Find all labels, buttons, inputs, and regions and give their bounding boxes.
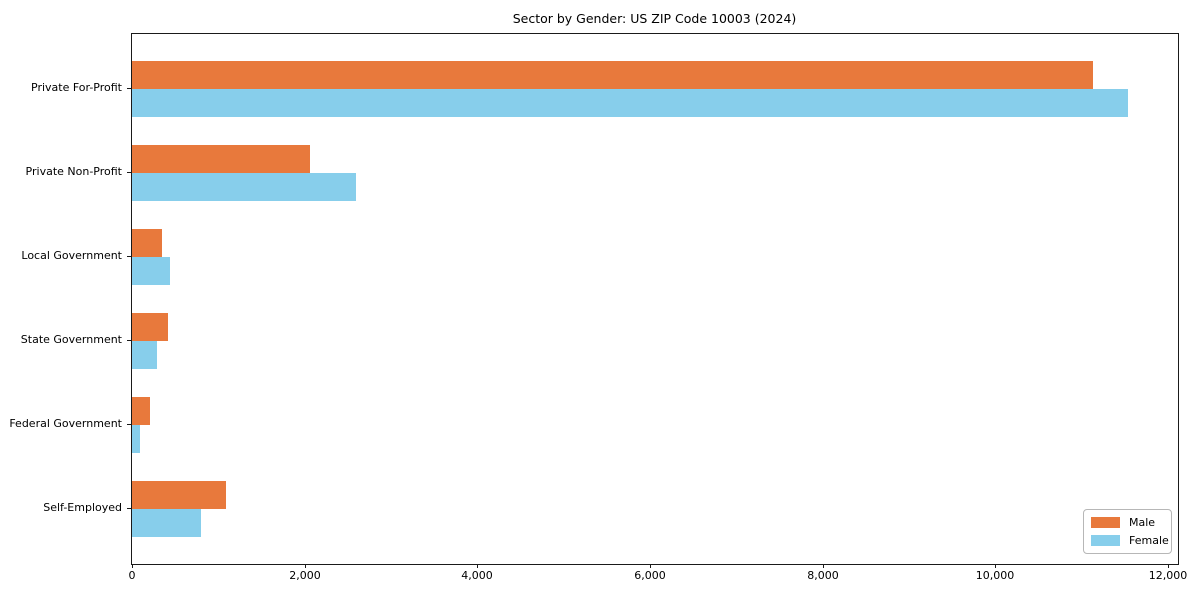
xtick-label-0: 0 [128,569,136,582]
bar-male-state-government [132,313,168,341]
ytick-label-state-government: State Government [20,333,122,346]
xtick-label-8000: 8,000 [807,569,839,582]
bar-female-private-non-profit [132,173,356,201]
plot-area [131,33,1179,565]
ytick-mark-private-non-profit [127,172,131,173]
bar-female-private-for-profit [132,89,1128,117]
xtick-mark-8000 [823,564,824,568]
chart-title: Sector by Gender: US ZIP Code 10003 (202… [512,11,797,26]
bar-male-federal-government [132,397,150,425]
ytick-label-private-for-profit: Private For-Profit [31,81,122,94]
bar-male-self-employed [132,481,226,509]
ytick-label-private-non-profit: Private Non-Profit [25,165,122,178]
legend-label-male: Male [1129,516,1156,529]
legend-swatch-male [1091,517,1120,528]
xtick-label-12000: 12,000 [1148,569,1188,582]
xtick-label-6000: 6,000 [634,569,666,582]
legend-entry-female: Female [1091,534,1169,547]
xtick-label-4000: 4,000 [461,569,493,582]
bar-female-local-government [132,257,170,285]
ytick-mark-state-government [127,340,131,341]
xtick-mark-6000 [650,564,651,568]
legend: Male Female [1083,509,1172,554]
legend-label-female: Female [1129,534,1169,547]
legend-entry-male: Male [1091,516,1163,529]
xtick-label-10000: 10,000 [975,569,1015,582]
ytick-label-self-employed: Self-Employed [43,501,122,514]
ytick-mark-federal-government [127,424,131,425]
bar-male-local-government [132,229,162,257]
bar-female-state-government [132,341,157,369]
xtick-mark-0 [132,564,133,568]
legend-swatch-female [1091,535,1120,546]
ytick-mark-self-employed [127,508,131,509]
ytick-label-federal-government: Federal Government [9,417,122,430]
xtick-mark-12000 [1168,564,1169,568]
bar-male-private-for-profit [132,61,1093,89]
bar-female-self-employed [132,509,201,537]
xtick-mark-10000 [995,564,996,568]
xtick-mark-4000 [477,564,478,568]
ytick-mark-local-government [127,256,131,257]
bar-male-private-non-profit [132,145,310,173]
xtick-mark-2000 [305,564,306,568]
xtick-label-2000: 2,000 [289,569,321,582]
ytick-label-local-government: Local Government [21,249,122,262]
ytick-mark-private-for-profit [127,88,131,89]
bar-female-federal-government [132,425,140,453]
